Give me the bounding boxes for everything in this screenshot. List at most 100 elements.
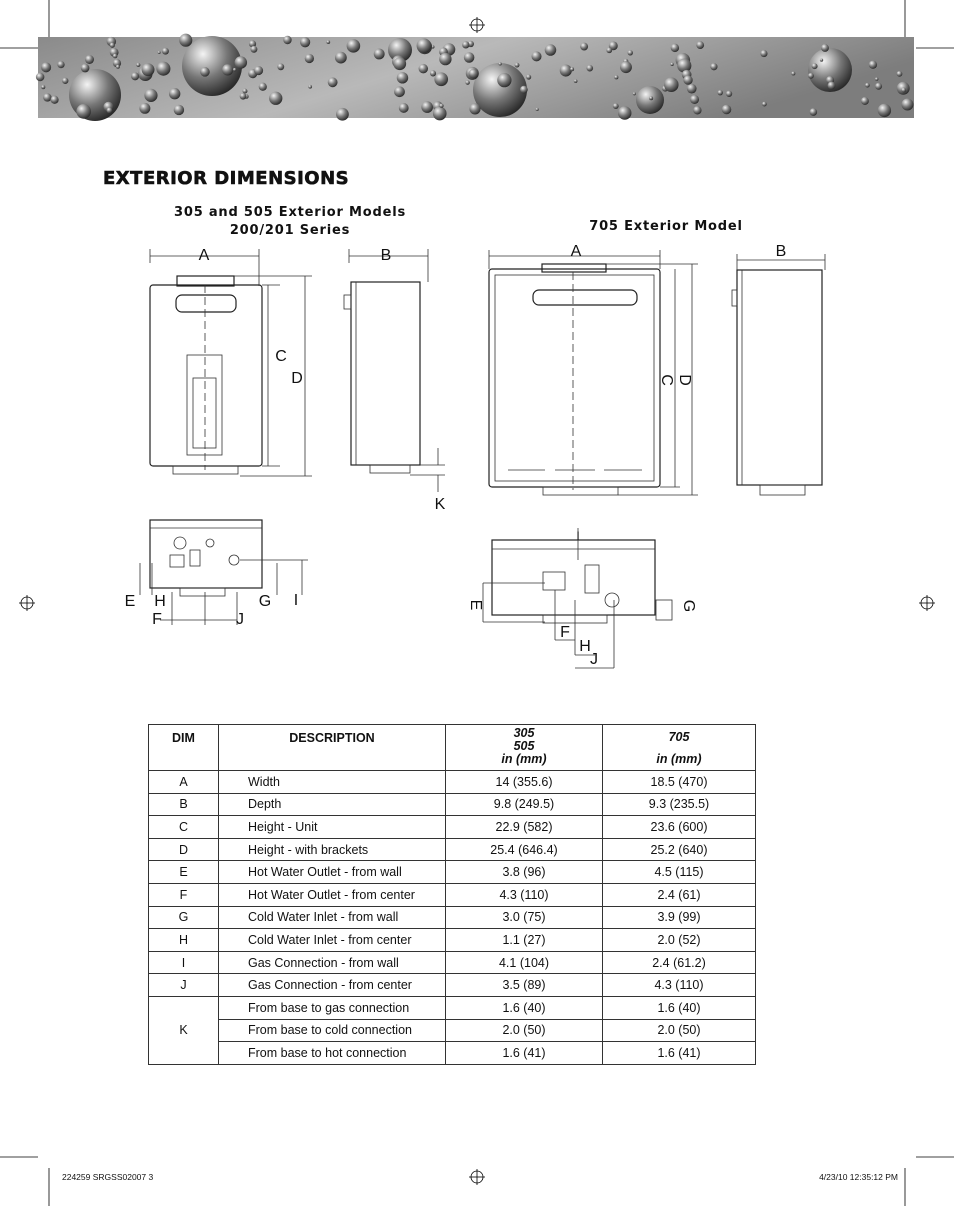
droplet [416, 38, 432, 54]
droplet [304, 53, 314, 64]
table-cell: Depth [218, 792, 446, 817]
figure-caption: 705 Exterior Model [589, 219, 743, 234]
droplet [531, 51, 542, 62]
droplet [253, 65, 264, 76]
table-cell: 3.5 (89) [445, 973, 603, 997]
droplet [670, 62, 674, 66]
dim-label: A [199, 247, 210, 264]
header-cell: 305 505 in (mm) [445, 724, 603, 771]
droplet [636, 86, 664, 114]
table-row: E Hot Water Outlet - from wall 3.8 (96) 4.5… [148, 860, 756, 884]
droplet [535, 107, 539, 112]
droplet [439, 52, 452, 66]
droplet [168, 88, 181, 100]
left-bottom-view [139, 519, 308, 625]
dim-label: C [658, 374, 675, 386]
droplet [131, 72, 140, 81]
dim-label: I [576, 529, 579, 543]
droplet [85, 55, 94, 64]
droplet [248, 40, 257, 48]
header-line: in (mm) [656, 752, 702, 766]
table-cell: K [148, 995, 219, 1065]
table-cell: C [148, 815, 219, 839]
droplet [35, 72, 45, 82]
droplet [760, 49, 768, 58]
dim-label: A [571, 243, 582, 260]
droplet [429, 70, 437, 77]
droplet [41, 62, 52, 73]
droplet [559, 64, 572, 77]
table-cell: 1.6 (41) [602, 1041, 756, 1065]
droplet [112, 53, 118, 59]
droplet [334, 51, 347, 64]
droplet [791, 71, 796, 76]
table-cell: 4.1 (104) [445, 950, 603, 975]
droplet [696, 41, 705, 49]
dim-label: I [294, 592, 298, 609]
page-title: EXTERIOR DIMENSIONS [103, 168, 350, 190]
droplet [901, 87, 907, 93]
dim-label: C [275, 348, 287, 365]
droplet [373, 48, 385, 60]
droplet [80, 63, 90, 73]
droplet [432, 106, 447, 121]
table-cell: 4.5 (115) [602, 860, 756, 884]
table-cell: Hot Water Outlet - from center [218, 882, 446, 907]
droplet [62, 77, 69, 84]
droplet [606, 47, 613, 54]
banner-droplets [35, 33, 914, 121]
table-row: From base to hot connection 1.6 (41) 1.6 (… [149, 1041, 756, 1065]
droplet [179, 33, 193, 47]
droplet [106, 107, 113, 114]
droplet [157, 51, 161, 55]
droplet [327, 77, 338, 88]
header-cell: DIM [148, 724, 219, 771]
table-cell: E [148, 860, 219, 884]
droplet [670, 43, 680, 53]
right-front-view [488, 250, 698, 496]
dim-label: G [680, 600, 697, 612]
droplet [683, 75, 693, 85]
droplet [469, 103, 481, 115]
dim-label: D [291, 370, 303, 387]
header-line: 705 [668, 730, 690, 744]
caption-line: 305 and 505 Exterior Models [174, 205, 406, 220]
droplet [632, 92, 636, 96]
table-row: J Gas Connection - from center 3.5 (89) 4.3… [148, 973, 756, 997]
table-cell: H [148, 928, 219, 952]
dim-label: F [152, 611, 162, 628]
droplet [608, 41, 618, 51]
table-cell: 2.0 (50) [602, 1018, 756, 1043]
droplet [421, 101, 434, 113]
table-cell: G [148, 905, 219, 930]
droplet [762, 101, 767, 107]
dim-label: B [381, 247, 392, 264]
table-cell: 18.5 (470) [602, 770, 756, 794]
figure-caption: 305 and 505 Exterior Models 200/201 Seri… [150, 205, 430, 238]
header-line: 505 [513, 739, 535, 753]
table-cell: Hot Water Outlet - from wall [218, 860, 446, 884]
droplet [896, 70, 903, 77]
registration-marks [19, 17, 935, 1185]
droplet [473, 63, 527, 117]
table-cell: 2.0 (50) [445, 1018, 603, 1043]
table-cell: 4.3 (110) [445, 882, 603, 907]
table-cell: 9.3 (235.5) [602, 792, 756, 817]
droplet [109, 42, 115, 48]
left-front-view [149, 249, 312, 477]
droplet [620, 61, 632, 74]
dim-label: J [590, 651, 598, 668]
droplet [393, 57, 407, 71]
dim-label: B [776, 243, 787, 260]
droplet [520, 85, 528, 94]
droplet [239, 92, 247, 100]
table-cell: 1.6 (41) [445, 1041, 603, 1065]
droplet [875, 82, 883, 90]
droplet [182, 36, 242, 96]
table-cell: 22.9 (582) [445, 815, 603, 839]
droplet [57, 60, 65, 69]
droplet [717, 89, 723, 96]
droplet [43, 93, 52, 102]
table-row: K From base to gas connection 1.6 (40) 1.6 … [148, 995, 756, 1065]
